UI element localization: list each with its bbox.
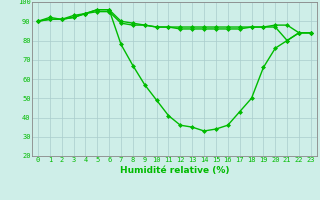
X-axis label: Humidité relative (%): Humidité relative (%)	[120, 166, 229, 175]
